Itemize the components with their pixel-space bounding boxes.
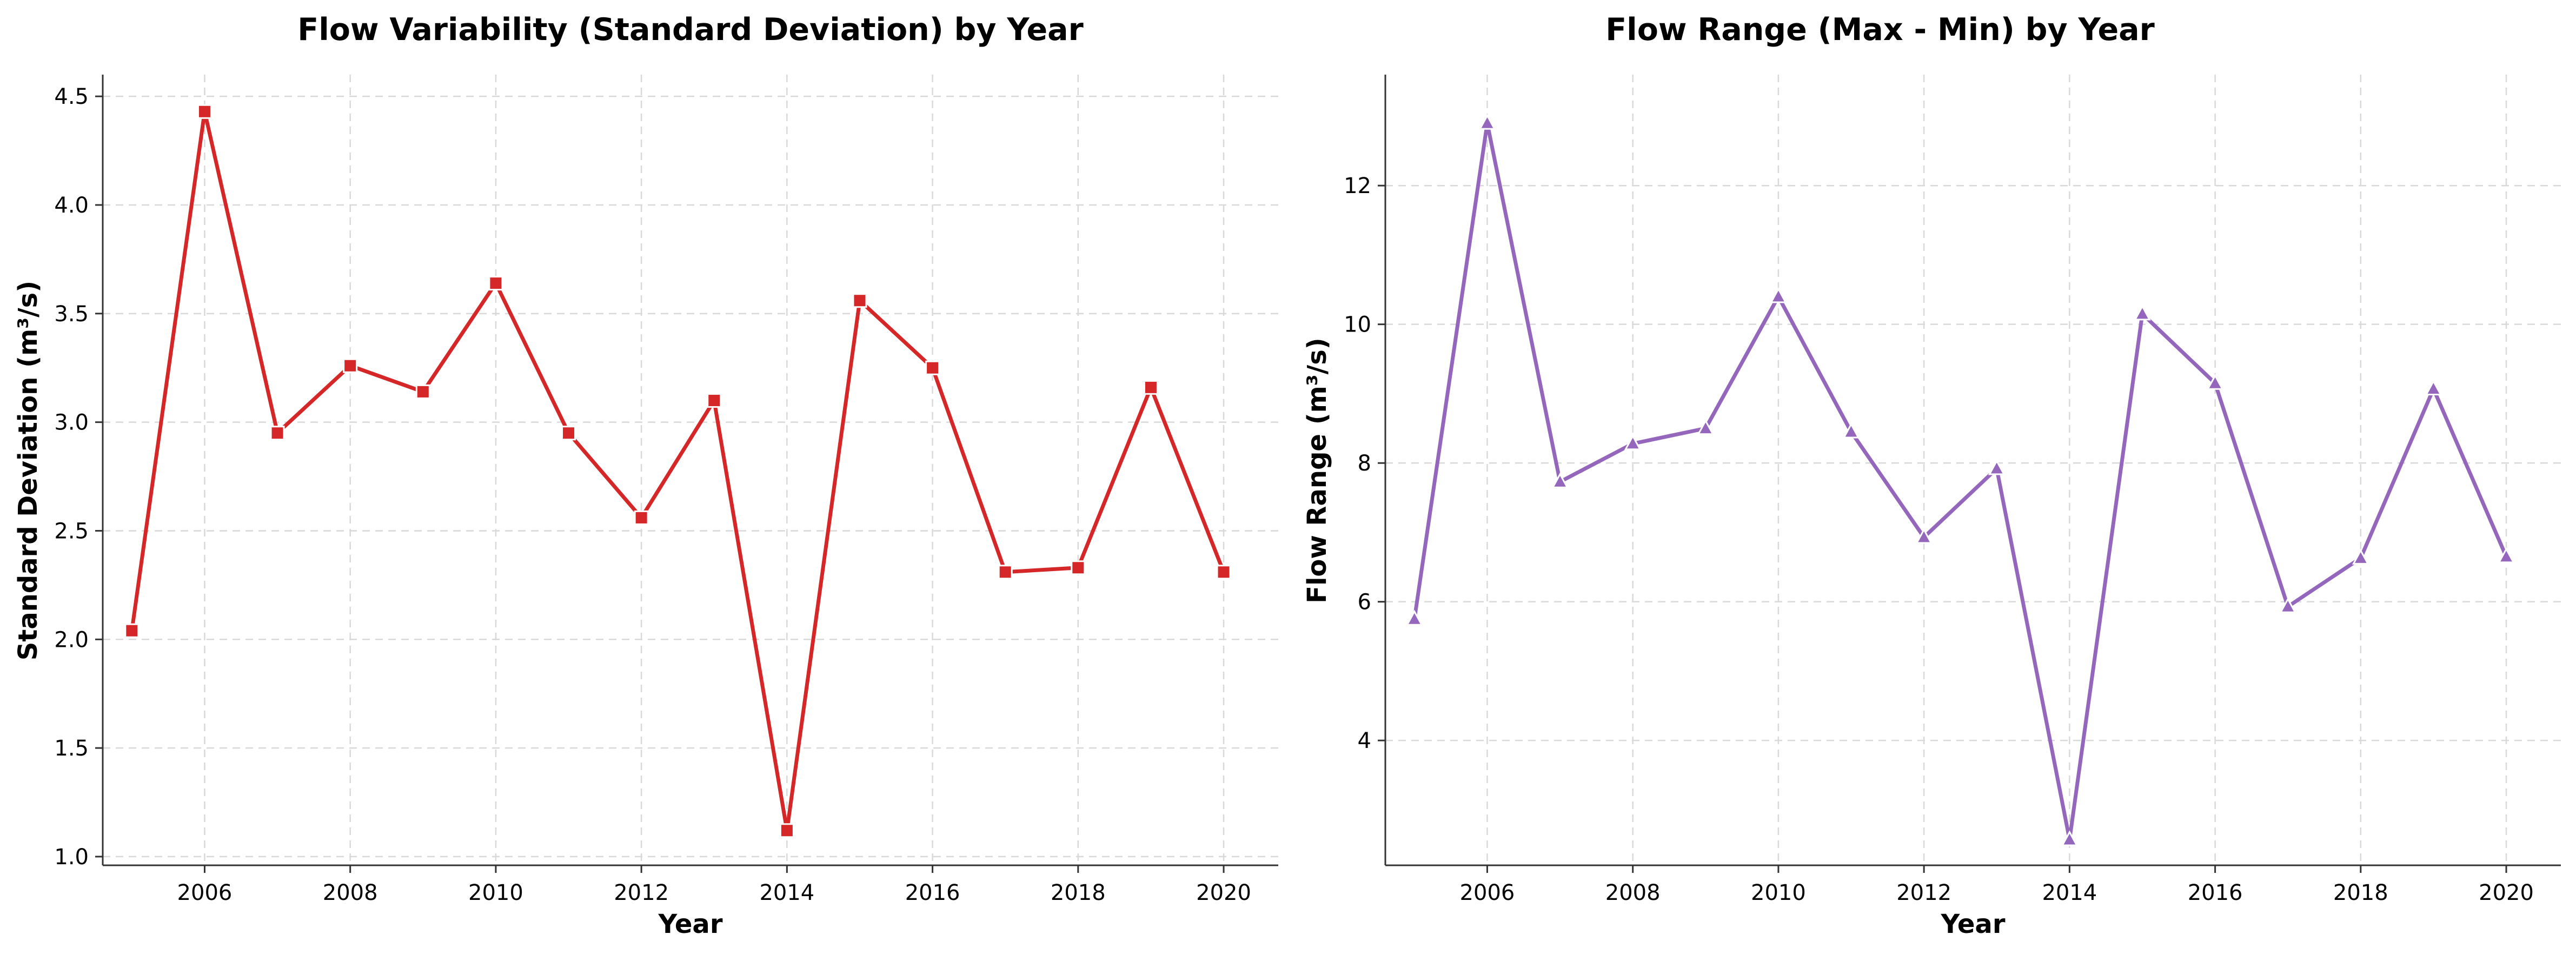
y-axis-label: Standard Deviation (m³/s) bbox=[13, 281, 43, 660]
flow-range-chart: Flow Range (Max - Min) by Year 2006 2008 2… bbox=[1302, 12, 2561, 939]
data-point-marker bbox=[2134, 304, 2151, 321]
data-point-marker bbox=[1478, 114, 1496, 130]
y-tick-label: 12 bbox=[1344, 174, 1371, 198]
y-tick-label: 4.0 bbox=[54, 193, 89, 218]
data-point-marker bbox=[634, 510, 649, 525]
data-point-marker bbox=[1915, 528, 1933, 544]
series-line bbox=[1412, 121, 2508, 842]
data-point-marker bbox=[2061, 830, 2079, 846]
x-tick-label: 2006 bbox=[177, 880, 233, 905]
x-tick-label: 2014 bbox=[759, 880, 814, 905]
x-tick-label: 2012 bbox=[1896, 880, 1951, 905]
data-point-marker bbox=[707, 393, 722, 408]
data-point-marker bbox=[343, 358, 358, 373]
y-tick-label: 10 bbox=[1344, 313, 1371, 337]
x-axis-label: Year bbox=[1941, 909, 2006, 939]
data-point-marker bbox=[1624, 434, 1642, 451]
data-point-marker bbox=[2498, 547, 2515, 564]
data-point-marker bbox=[270, 426, 285, 441]
data-point-marker bbox=[1143, 380, 1158, 395]
y-tick-label: 1.0 bbox=[54, 845, 89, 870]
data-point-marker bbox=[998, 565, 1013, 580]
x-tick-label: 2014 bbox=[2042, 880, 2097, 905]
y-tick-label: 6 bbox=[1358, 590, 1371, 615]
x-tick-label: 2006 bbox=[1460, 880, 1515, 905]
data-point-marker bbox=[1216, 565, 1231, 580]
x-tick-label: 2018 bbox=[2333, 880, 2388, 905]
x-tick-label: 2018 bbox=[1051, 880, 1106, 905]
x-tick-label: 2010 bbox=[1751, 880, 1806, 905]
x-tick-label: 2010 bbox=[468, 880, 523, 905]
data-point-marker bbox=[197, 104, 212, 119]
y-tick-label: 3.5 bbox=[54, 302, 89, 327]
data-point-marker bbox=[1551, 472, 1569, 488]
y-tick-label: 8 bbox=[1358, 451, 1371, 476]
data-point-marker bbox=[1405, 610, 1423, 626]
std-dev-chart: Flow Variability (Standard Deviation) by… bbox=[13, 12, 1278, 939]
y-tick-label: 3.0 bbox=[54, 410, 89, 435]
x-tick-label: 2016 bbox=[2188, 880, 2243, 905]
x-tick-label: 2008 bbox=[1605, 880, 1661, 905]
y-tick-label: 2.5 bbox=[54, 519, 89, 544]
x-tick-label: 2008 bbox=[323, 880, 378, 905]
data-point-marker bbox=[1842, 422, 1860, 439]
x-tick-label: 2020 bbox=[1196, 880, 1251, 905]
data-point-marker bbox=[1071, 560, 1086, 575]
y-tick-label: 2.0 bbox=[54, 627, 89, 652]
y-tick-label: 4 bbox=[1358, 728, 1371, 753]
gridlines bbox=[103, 75, 1278, 865]
y-tick-label: 1.5 bbox=[54, 736, 89, 761]
data-point-marker bbox=[415, 384, 430, 399]
x-axis-label: Year bbox=[658, 909, 723, 939]
x-tick-label: 2020 bbox=[2479, 880, 2534, 905]
data-point-marker bbox=[124, 623, 140, 638]
chart-title: Flow Variability (Standard Deviation) by… bbox=[297, 12, 1083, 48]
data-point-marker bbox=[852, 293, 867, 308]
y-tick-label: 4.5 bbox=[54, 84, 89, 109]
chart-title: Flow Range (Max - Min) by Year bbox=[1605, 12, 2155, 48]
data-point-marker bbox=[2352, 548, 2369, 565]
data-point-marker bbox=[2425, 379, 2442, 395]
data-point-marker bbox=[561, 426, 576, 441]
data-point-marker bbox=[2206, 374, 2224, 390]
plot-area bbox=[1405, 114, 2515, 846]
series-line bbox=[130, 109, 1226, 833]
axis-ticks: 2006 2008 2010 2012 2014 2016 2018 2020 4 6 8 10 12 bbox=[1344, 174, 2534, 905]
data-point-marker bbox=[925, 360, 940, 375]
gridlines bbox=[1385, 75, 2561, 865]
data-point-marker bbox=[2279, 597, 2297, 613]
data-point-marker bbox=[488, 276, 503, 291]
x-tick-label: 2012 bbox=[614, 880, 669, 905]
axis-ticks: 2006 2008 2010 2012 2014 2016 2018 2020 1.0 1.5 2.… bbox=[54, 84, 1251, 905]
data-point-marker bbox=[779, 823, 794, 838]
plot-area bbox=[124, 104, 1231, 838]
data-point-marker bbox=[1770, 287, 1787, 303]
data-point-marker bbox=[1988, 459, 2006, 475]
data-point-marker bbox=[1697, 419, 1715, 435]
y-axis-label: Flow Range (m³/s) bbox=[1302, 337, 1332, 603]
x-tick-label: 2016 bbox=[905, 880, 960, 905]
